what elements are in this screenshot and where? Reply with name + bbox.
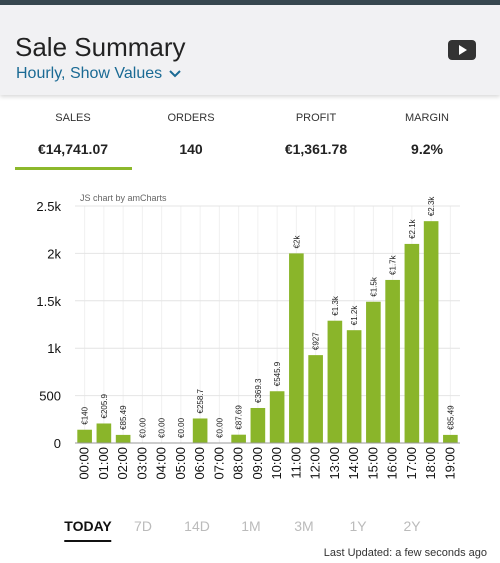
stat-value: 9.2% xyxy=(411,141,443,157)
tab[interactable]: 2Y xyxy=(403,518,421,534)
bar xyxy=(77,429,92,443)
period-selector[interactable]: Hourly, Show Values xyxy=(16,65,183,83)
bar xyxy=(192,418,208,443)
bar xyxy=(231,434,246,443)
stat-label: MARGIN xyxy=(405,112,449,124)
value-label: €2.3k xyxy=(427,196,436,217)
value-label: €258.7 xyxy=(196,388,205,413)
tab[interactable]: 1M xyxy=(241,518,261,534)
x-tick-label: 16:00 xyxy=(385,447,400,480)
x-tick-label: 13:00 xyxy=(327,447,342,480)
value-label: €1.2k xyxy=(350,305,359,326)
stat[interactable]: PROFIT €1,361.78 xyxy=(256,112,376,157)
y-tick-label: 0 xyxy=(54,436,61,451)
bar xyxy=(346,330,362,443)
value-label: €0.00 xyxy=(158,417,167,438)
x-tick-label: 08:00 xyxy=(231,447,246,480)
x-tick-label: 15:00 xyxy=(365,447,380,480)
value-label: €1.5k xyxy=(369,276,378,297)
x-tick-label: 19:00 xyxy=(442,447,457,480)
bar xyxy=(115,434,131,443)
tab[interactable]: 3M xyxy=(294,518,314,534)
x-tick-label: 02:00 xyxy=(115,447,130,480)
value-label: €85.49 xyxy=(446,405,455,430)
x-tick-label: 09:00 xyxy=(250,447,265,480)
bar xyxy=(289,253,304,443)
x-tick-label: 04:00 xyxy=(154,447,169,480)
value-label: €927 xyxy=(312,332,321,350)
selected-indicator xyxy=(15,167,132,170)
value-label: €1.3k xyxy=(331,295,340,316)
tab[interactable]: 7D xyxy=(134,518,152,534)
chart: JS chart by amCharts 0 500 1k 1.5k 2k 2.5k 00:… xyxy=(36,193,460,480)
x-tick-label: 01:00 xyxy=(96,447,111,480)
x-tick-label: 14:00 xyxy=(346,447,361,480)
value-label: €0.00 xyxy=(138,417,147,438)
value-label: €140 xyxy=(81,406,90,424)
y-tick-label: 1k xyxy=(47,341,61,356)
bar xyxy=(423,221,439,443)
stat-value: €1,361.78 xyxy=(284,141,348,157)
stat-value: 140 xyxy=(179,141,203,157)
bar xyxy=(443,434,458,443)
value-label: €545.9 xyxy=(273,361,282,386)
bar xyxy=(404,243,420,443)
header: Sale Summary Hourly, Show Values xyxy=(0,5,500,95)
x-tick-label: 12:00 xyxy=(308,447,323,480)
stat-label: ORDERS xyxy=(167,112,215,124)
tab[interactable]: TODAY xyxy=(64,518,112,542)
video-icon[interactable] xyxy=(448,40,476,60)
last-updated: Last Updated: a few seconds ago xyxy=(323,547,487,559)
bar xyxy=(250,407,266,443)
x-tick-label: 06:00 xyxy=(192,447,207,480)
bar xyxy=(327,320,343,443)
value-label: €369.3 xyxy=(254,378,263,403)
y-tick-label: 1.5k xyxy=(36,294,61,309)
page-title: Sale Summary xyxy=(15,32,186,62)
x-tick-label: 03:00 xyxy=(134,447,149,480)
stat-label: PROFIT xyxy=(295,112,337,124)
bar xyxy=(269,391,285,443)
x-tick-label: 11:00 xyxy=(288,447,303,479)
y-tick-label: 2.5k xyxy=(36,199,61,214)
x-tick-label: 00:00 xyxy=(77,447,92,480)
value-label: €87.69 xyxy=(235,405,244,430)
value-label: €0.00 xyxy=(215,417,224,438)
value-label: €2.1k xyxy=(408,218,417,239)
stat[interactable]: MARGIN 9.2% xyxy=(367,112,487,157)
x-tick-label: 07:00 xyxy=(211,447,226,480)
value-label: €85.49 xyxy=(119,405,128,430)
x-tick-label: 10:00 xyxy=(269,447,284,480)
x-tick-label: 17:00 xyxy=(404,447,419,480)
stat[interactable]: SALES €14,741.07 xyxy=(13,112,133,157)
bar xyxy=(366,301,381,443)
tab[interactable]: 1Y xyxy=(349,518,367,534)
stat-label: SALES xyxy=(55,112,91,124)
value-label: €0.00 xyxy=(177,417,186,438)
value-label: €2k xyxy=(292,235,301,249)
chevron[interactable] xyxy=(167,68,183,80)
value-label: €1.7k xyxy=(389,254,398,275)
chart-credit: JS chart by amCharts xyxy=(80,193,167,203)
y-tick-label: 500 xyxy=(39,389,61,404)
value-label: €205.9 xyxy=(100,393,109,418)
bar xyxy=(308,355,323,443)
stat[interactable]: ORDERS 140 xyxy=(131,112,251,157)
bar xyxy=(96,423,112,443)
y-tick-label: 2k xyxy=(47,246,61,261)
bar xyxy=(385,279,400,443)
x-tick-label: 18:00 xyxy=(423,447,438,480)
status-bar xyxy=(0,0,500,5)
x-tick-label: 05:00 xyxy=(173,447,188,480)
period-label[interactable]: Hourly, Show Values xyxy=(16,65,163,82)
tab[interactable]: 14D xyxy=(184,518,210,534)
stat-value: €14,741.07 xyxy=(37,141,109,157)
